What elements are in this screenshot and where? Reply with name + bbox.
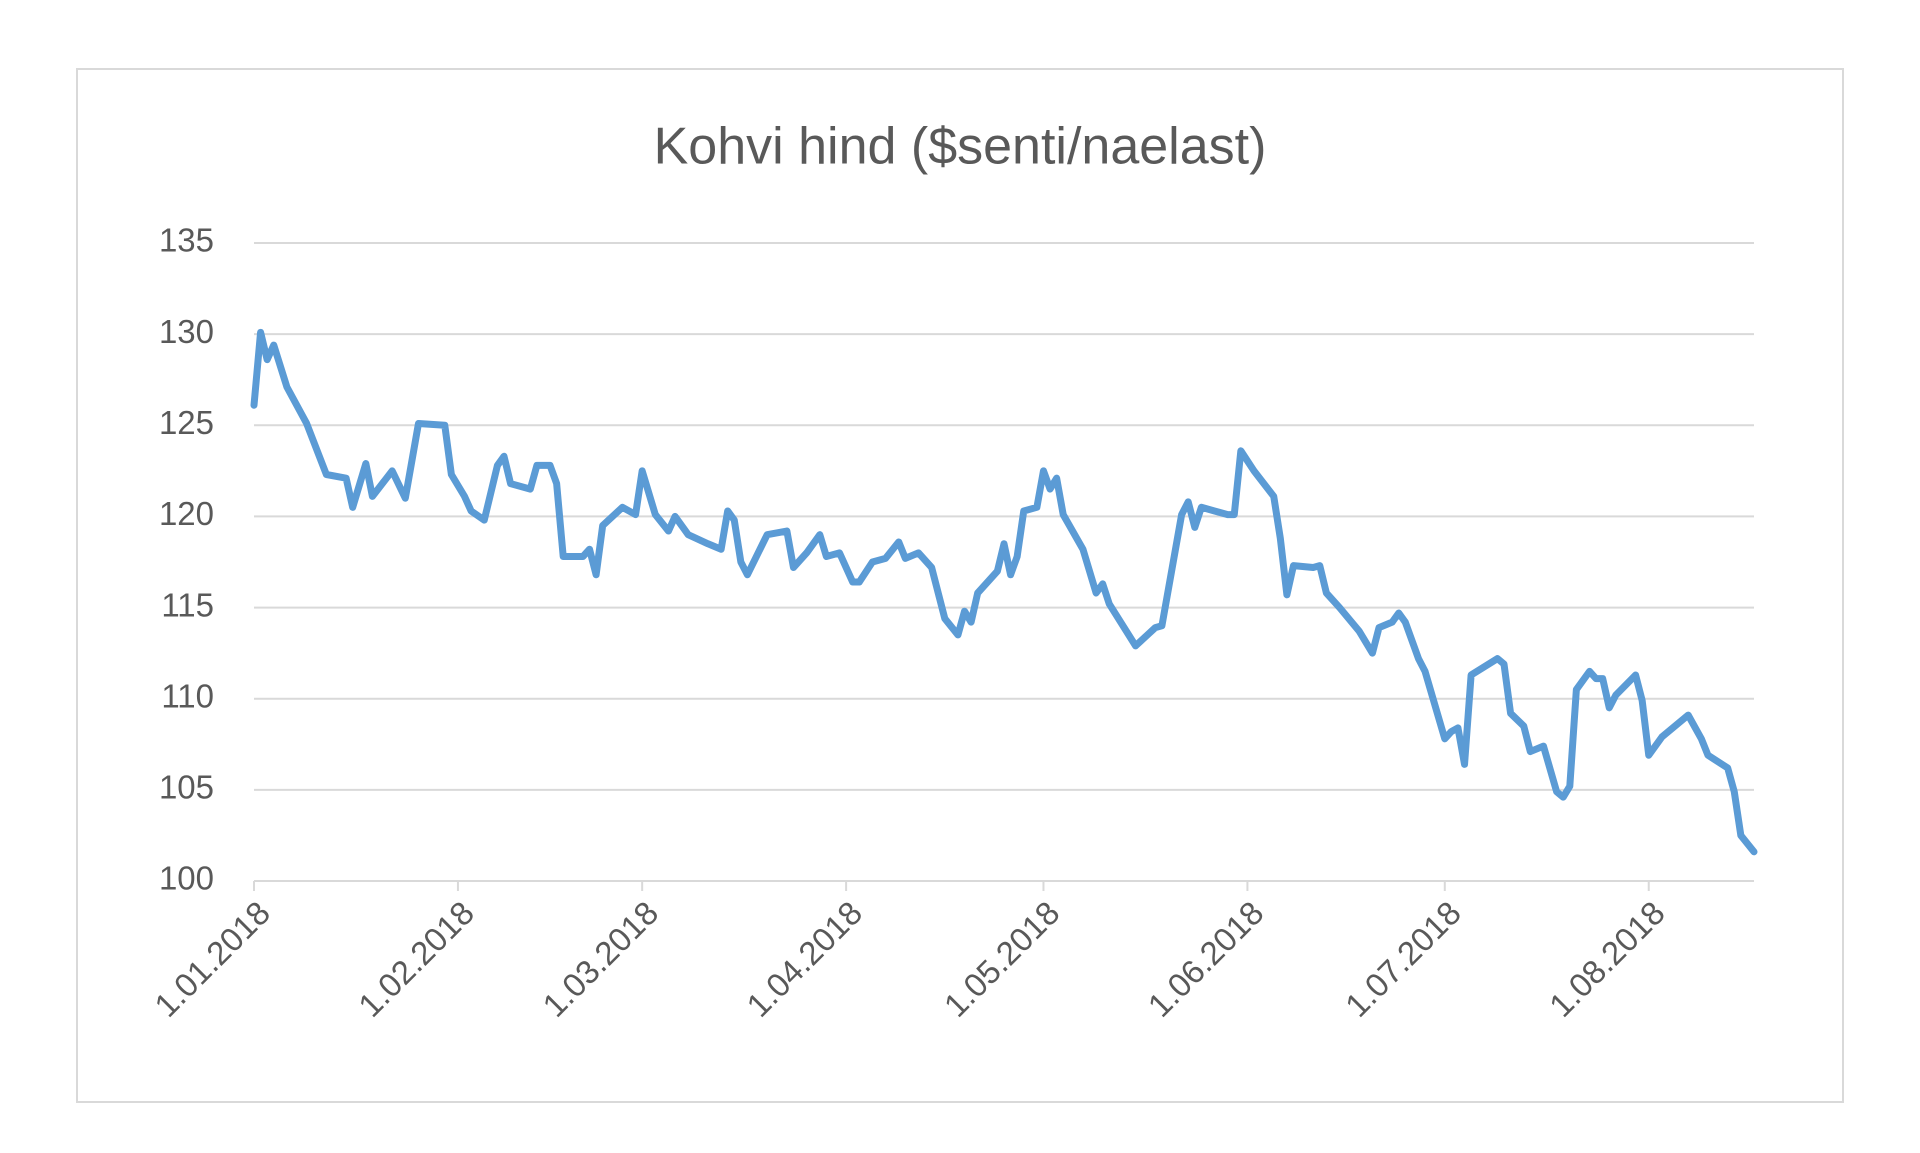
- data-line: [250, 328, 1758, 856]
- chart-frame: [76, 68, 1844, 1103]
- y-tick-label: 125: [159, 404, 214, 441]
- y-tick-label: 110: [161, 677, 214, 714]
- y-tick-label: 130: [159, 313, 214, 350]
- y-tick-label: 120: [159, 495, 214, 532]
- y-tick-label: 115: [161, 586, 214, 623]
- chart-title: Kohvi hind ($senti/naelast): [654, 118, 1267, 176]
- y-tick-label: 105: [159, 769, 214, 806]
- y-tick-label: 100: [159, 860, 214, 897]
- y-tick-label: 135: [159, 222, 214, 259]
